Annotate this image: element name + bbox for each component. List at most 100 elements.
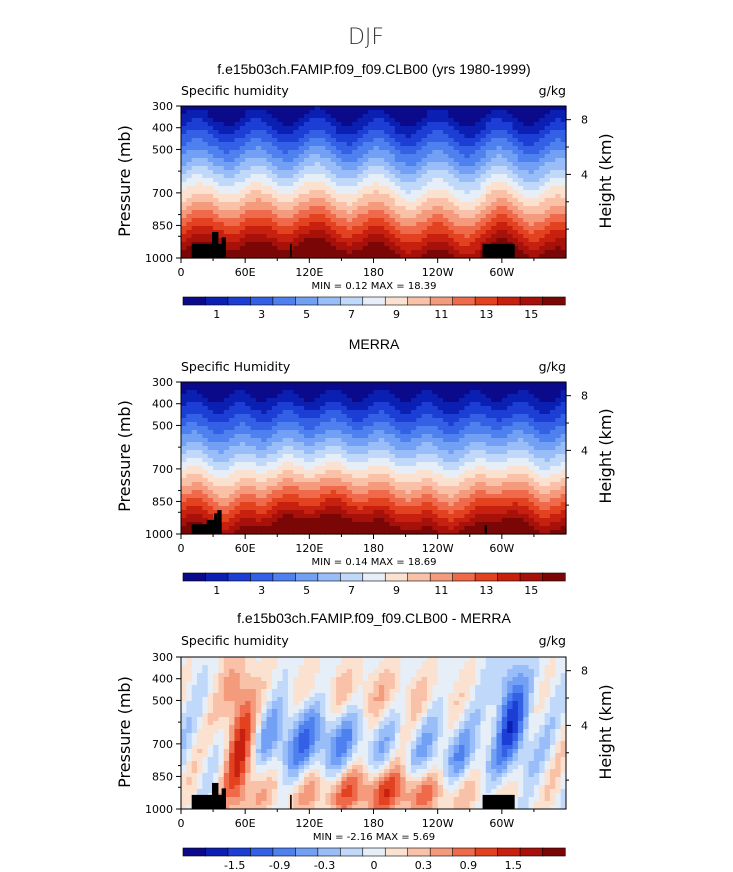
- heatmap-cell: [197, 486, 203, 491]
- heatmap-cell: [368, 450, 375, 455]
- heatmap-cell: [373, 450, 380, 455]
- heatmap-cell: [341, 466, 348, 471]
- heatmap-cell: [191, 498, 198, 503]
- heatmap-cell: [426, 150, 433, 155]
- heatmap-cell: [202, 382, 209, 387]
- heatmap-cell: [223, 182, 230, 187]
- heatmap-cell: [325, 238, 332, 243]
- heatmap-cell: [234, 122, 241, 127]
- heatmap-cell: [218, 154, 225, 159]
- heatmap-cell: [464, 490, 471, 495]
- heatmap-cell: [255, 418, 262, 423]
- heatmap-cell: [320, 382, 326, 387]
- heatmap-cell: [555, 422, 562, 427]
- heatmap-cell: [368, 234, 375, 239]
- y-tick-label: 500: [152, 143, 173, 156]
- heatmap-cell: [501, 178, 508, 183]
- heatmap-cell: [287, 450, 294, 455]
- heatmap-cell: [437, 494, 444, 499]
- heatmap-cell: [394, 434, 401, 439]
- heatmap-cell: [197, 482, 203, 487]
- heatmap-cell: [560, 454, 567, 459]
- heatmap-cell: [229, 422, 236, 427]
- heatmap-cell: [400, 222, 407, 227]
- heatmap-cell: [373, 242, 380, 247]
- heatmap-cell: [384, 170, 391, 175]
- heatmap-cell: [346, 398, 353, 403]
- heatmap-cell: [480, 186, 487, 191]
- heatmap-cell: [186, 186, 193, 191]
- heatmap-cell: [437, 430, 444, 435]
- heatmap-cell: [239, 418, 246, 423]
- heatmap-cell: [218, 218, 225, 223]
- heatmap-cell: [394, 234, 401, 239]
- heatmap-cell: [485, 458, 492, 463]
- heatmap-cell: [512, 130, 519, 135]
- heatmap-cell: [453, 118, 460, 123]
- heatmap-cell: [336, 194, 343, 199]
- heatmap-cell: [394, 122, 401, 127]
- heatmap-cell: [496, 138, 503, 143]
- heatmap-cell: [453, 482, 460, 487]
- heatmap-cell: [469, 446, 476, 451]
- heatmap-cell: [426, 158, 433, 163]
- heatmap-cell: [352, 474, 359, 479]
- heatmap-cell: [549, 130, 556, 135]
- heatmap-cell: [250, 462, 257, 467]
- heatmap-cell: [475, 426, 482, 431]
- heatmap-cell: [555, 490, 562, 495]
- heatmap-cell: [555, 474, 562, 479]
- heatmap-cell: [250, 158, 257, 163]
- heatmap-cell: [266, 206, 273, 211]
- heatmap-cell: [213, 142, 220, 147]
- heatmap-cell: [443, 482, 449, 487]
- heatmap-cell: [528, 434, 535, 439]
- heatmap-cell: [469, 146, 476, 151]
- heatmap-cell: [234, 390, 241, 395]
- heatmap-cell: [533, 398, 540, 403]
- heatmap-cell: [191, 502, 198, 507]
- heatmap-cell: [234, 150, 241, 155]
- heatmap-cell: [443, 434, 449, 439]
- heatmap-cell: [539, 422, 546, 427]
- heatmap-cell: [250, 150, 257, 155]
- heatmap-cell: [549, 226, 556, 231]
- heatmap-cell: [384, 394, 391, 399]
- heatmap-cell: [234, 126, 241, 131]
- heatmap-cell: [459, 206, 466, 211]
- heatmap-cell: [325, 194, 332, 199]
- heatmap-cell: [491, 226, 498, 231]
- heatmap-cell: [448, 162, 455, 167]
- heatmap-cell: [528, 482, 535, 487]
- heatmap-cell: [261, 466, 268, 471]
- heatmap-cell: [202, 494, 209, 499]
- heatmap-cell: [346, 498, 353, 503]
- heatmap-cell: [464, 110, 471, 115]
- heatmap-cell: [512, 190, 519, 195]
- heatmap-cell: [443, 410, 449, 415]
- heatmap-cell: [271, 414, 278, 419]
- heatmap-cell: [555, 166, 562, 171]
- heatmap-cell: [218, 434, 225, 439]
- heatmap-cell: [181, 222, 187, 227]
- heatmap-cell: [287, 482, 294, 487]
- heatmap-cell: [453, 462, 460, 467]
- heatmap-cell: [202, 466, 209, 471]
- heatmap-cell: [357, 458, 364, 463]
- heatmap-cell: [443, 130, 449, 135]
- heatmap-cell: [282, 198, 289, 203]
- heatmap-cell: [362, 130, 369, 135]
- heatmap-cell: [464, 390, 471, 395]
- heatmap-cell: [320, 134, 326, 139]
- heatmap-cell: [464, 182, 471, 187]
- heatmap-cell: [549, 382, 556, 387]
- heatmap-cell: [223, 242, 230, 247]
- heatmap-cell: [336, 414, 343, 419]
- heatmap-cell: [223, 418, 230, 423]
- heatmap-cell: [378, 458, 385, 463]
- heatmap-cell: [336, 474, 343, 479]
- heatmap-cell: [255, 490, 262, 495]
- heatmap-cell: [250, 138, 257, 143]
- heatmap-cell: [202, 118, 209, 123]
- heatmap-cell: [410, 422, 417, 427]
